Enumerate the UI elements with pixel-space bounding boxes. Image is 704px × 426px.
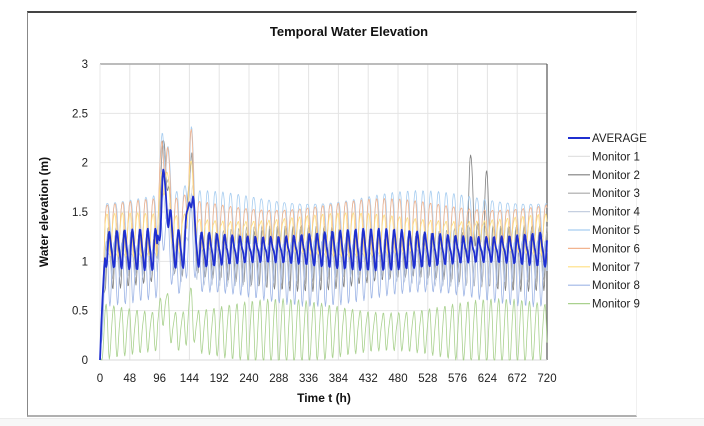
legend-label: Monitor 4 (592, 207, 641, 219)
legend-label: Monitor 9 (592, 299, 640, 311)
legend-label: Monitor 7 (592, 262, 640, 274)
series-line-monitor-9 (99, 287, 548, 361)
x-tick-label: 384 (329, 373, 349, 385)
x-tick-label: 48 (123, 373, 136, 385)
y-tick-label: 2 (82, 158, 88, 170)
x-tick-label: 192 (210, 373, 229, 385)
x-tick-label: 528 (418, 373, 437, 385)
x-tick-label: 0 (97, 373, 103, 385)
y-axis-label: Water elevation (m) (37, 157, 51, 267)
x-tick-label: 144 (180, 373, 200, 385)
y-tick-label: 0.5 (72, 306, 88, 318)
legend-label: AVERAGE (592, 133, 647, 145)
x-tick-label: 288 (269, 373, 288, 385)
x-tick-label: 480 (388, 373, 407, 385)
plot-border (99, 63, 548, 361)
x-tick-label: 432 (359, 373, 378, 385)
y-tick-label: 1 (82, 256, 88, 268)
legend-label: Monitor 2 (592, 170, 640, 182)
legend-label: Monitor 6 (592, 243, 640, 255)
legend-label: Monitor 5 (592, 225, 640, 237)
bottom-strip (0, 418, 704, 426)
x-tick-label: 576 (448, 373, 467, 385)
legend-label: Monitor 1 (592, 151, 640, 163)
x-tick-label: 240 (239, 373, 258, 385)
x-tick-label: 720 (537, 373, 556, 385)
chart-title: Temporal Water Elevation (270, 24, 428, 39)
x-tick-label: 96 (153, 373, 166, 385)
y-tick-label: 3 (82, 59, 88, 71)
y-tick-label: 0 (82, 355, 88, 367)
series-line-average (99, 168, 548, 361)
legend-label: Monitor 3 (592, 188, 640, 200)
legend-label: Monitor 8 (592, 280, 640, 292)
y-tick-label: 2.5 (72, 108, 88, 120)
legend: AVERAGE Monitor 1 Monitor 2 Monitor 3 Monito… (568, 133, 647, 311)
x-axis-label: Time t (h) (297, 391, 351, 405)
x-tick-label: 336 (299, 373, 318, 385)
series-line-monitor-2 (99, 139, 548, 361)
x-tick-label: 672 (508, 373, 527, 385)
y-axis-ticks: 0 0.5 1 1.5 2 2.5 3 (72, 59, 88, 367)
x-axis-ticks: 0 48 96 144 192 240 288 336 384 432 480 528 576 624 67… (97, 373, 557, 385)
y-tick-label: 1.5 (72, 207, 88, 219)
series-group (99, 126, 548, 361)
x-tick-label: 624 (478, 373, 498, 385)
